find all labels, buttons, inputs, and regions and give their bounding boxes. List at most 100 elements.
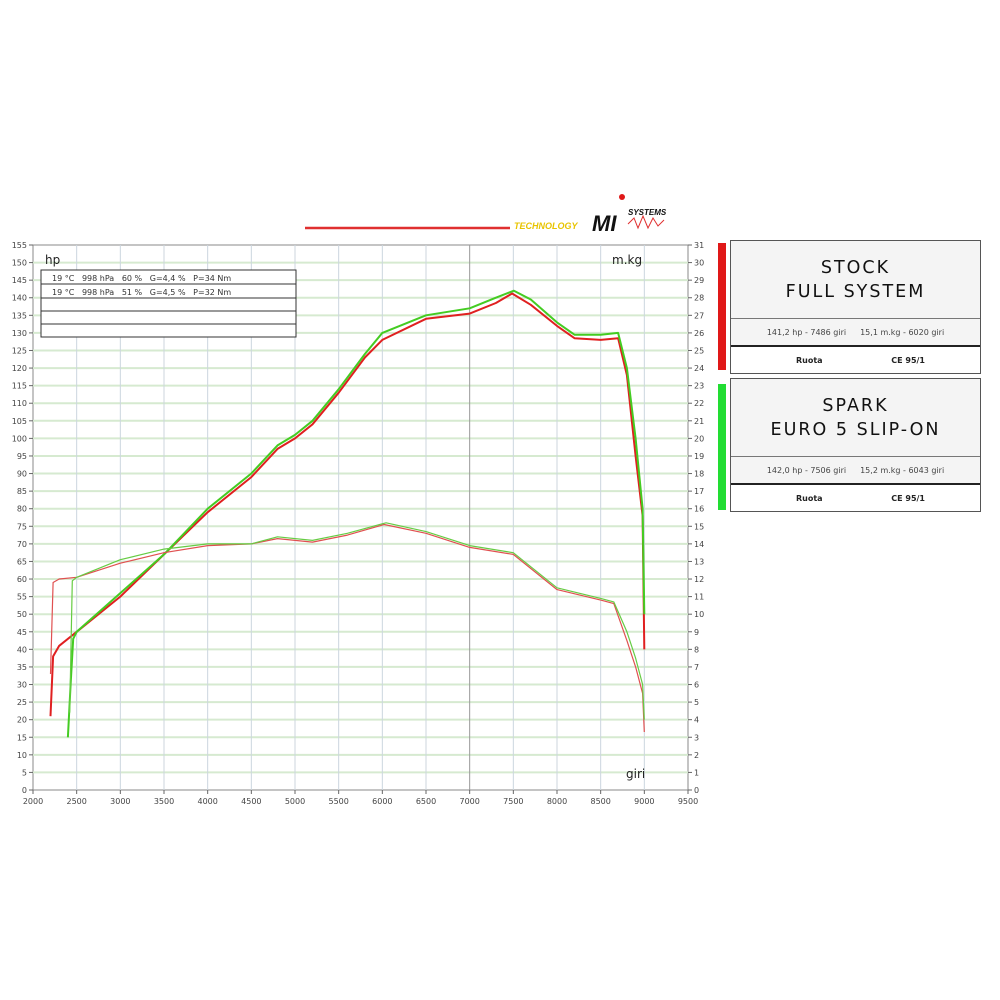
y-right-tick-label: 12 [694, 575, 704, 584]
y-left-tick-label: 30 [17, 681, 27, 690]
y-left-tick-label: 90 [17, 470, 27, 479]
y-right-tick-label: 18 [694, 470, 704, 479]
y-left-tick-label: 125 [12, 346, 27, 355]
legend-title: SPARK EURO 5 SLIP-ON [731, 379, 980, 457]
measure-mode: Ruota [796, 355, 823, 365]
x-tick-label: 8000 [547, 797, 567, 806]
y-right-tick-label: 20 [694, 434, 704, 443]
conditions-table: 19 °C 998 hPa 60 % G=4,4 % P=34 Nm 19 °C… [40, 269, 297, 338]
y-left-tick-label: 65 [17, 557, 27, 566]
x-tick-label: 6000 [372, 797, 392, 806]
y-left-tick-label: 75 [17, 522, 27, 531]
y-left-tick-label: 95 [17, 452, 27, 461]
y-left-tick-label: 155 [12, 241, 27, 250]
y-right-tick-label: 8 [694, 645, 699, 654]
y-left-tick-label: 0 [22, 786, 27, 795]
y-left-tick-label: 140 [12, 294, 27, 303]
y-left-tick-label: 50 [17, 610, 27, 619]
y-left-tick-label: 10 [17, 751, 27, 760]
y-right-tick-label: 23 [694, 382, 704, 391]
legend-title-line1: SPARK [822, 395, 889, 416]
x-tick-label: 3000 [110, 797, 130, 806]
legend-stats: 141,2 hp - 7486 giri 15,1 m.kg - 6020 gi… [731, 319, 980, 347]
logo-dot [619, 194, 625, 200]
max-power: 142,0 hp - 7506 giri [766, 465, 847, 475]
y-left-label: hp [45, 253, 60, 267]
legend-color-bar-stock [718, 243, 726, 370]
y-left-tick-label: 130 [12, 329, 27, 338]
legend-title: STOCK FULL SYSTEM [731, 241, 980, 319]
y-right-tick-label: 4 [694, 716, 699, 725]
logo-mi: MI [592, 211, 617, 236]
x-tick-label: 4000 [197, 797, 217, 806]
y-left-tick-label: 25 [17, 698, 27, 707]
y-left-tick-label: 145 [12, 276, 27, 285]
logo: TECHNOLOGY MI SYSTEMS [305, 194, 667, 236]
y-right-tick-label: 22 [694, 399, 704, 408]
legend-color-bar-spark [718, 384, 726, 510]
y-left-tick-label: 120 [12, 364, 27, 373]
y-right-tick-label: 14 [694, 540, 704, 549]
y-right-tick-label: 13 [694, 557, 704, 566]
y-left-tick-label: 70 [17, 540, 27, 549]
y-left-tick-label: 55 [17, 593, 27, 602]
y-right-tick-label: 27 [694, 311, 704, 320]
y-right-tick-label: 28 [694, 294, 704, 303]
y-left-tick-label: 40 [17, 645, 27, 654]
logo-wave [627, 214, 665, 230]
y-right-tick-label: 30 [694, 259, 704, 268]
correction-standard: CE 95/1 [891, 355, 925, 365]
y-right-tick-label: 29 [694, 276, 704, 285]
y-right-tick-label: 19 [694, 452, 704, 461]
y-left-tick-label: 100 [12, 434, 27, 443]
x-tick-label: 8500 [590, 797, 610, 806]
y-left-tick-label: 85 [17, 487, 27, 496]
conditions-row-2: 19 °C 998 hPa 51 % G=4,5 % P=32 Nm [52, 288, 231, 297]
y-left-tick-label: 35 [17, 663, 27, 672]
correction-standard: CE 95/1 [891, 493, 925, 503]
x-tick-label: 9500 [678, 797, 698, 806]
measure-mode: Ruota [796, 493, 823, 503]
legend-title-line2: EURO 5 SLIP-ON [770, 419, 941, 440]
axis-ticks: 0510152025303540455055606570758085909510… [12, 241, 704, 806]
x-tick-label: 9000 [634, 797, 654, 806]
y-left-tick-label: 45 [17, 628, 27, 637]
legend-footer: Ruota CE 95/1 [731, 485, 980, 511]
y-right-tick-label: 17 [694, 487, 704, 496]
y-right-tick-label: 31 [694, 241, 704, 250]
y-right-tick-label: 15 [694, 522, 704, 531]
y-right-tick-label: 9 [694, 628, 699, 637]
plot-area [32, 244, 689, 791]
max-torque: 15,1 m.kg - 6020 giri [860, 327, 945, 337]
x-tick-label: 5000 [285, 797, 305, 806]
curves [49, 289, 646, 738]
y-right-tick-label: 2 [694, 751, 699, 760]
y-right-tick-label: 10 [694, 610, 704, 619]
legend-panel-stock: STOCK FULL SYSTEM 141,2 hp - 7486 giri 1… [730, 240, 981, 374]
y-right-tick-label: 5 [694, 698, 699, 707]
y-right-tick-label: 26 [694, 329, 704, 338]
power-curve-spark [66, 289, 646, 738]
y-right-tick-label: 24 [694, 364, 704, 373]
legend-stats: 142,0 hp - 7506 giri 15,2 m.kg - 6043 gi… [731, 457, 980, 485]
legend-title-line1: STOCK [820, 257, 891, 278]
x-tick-label: 2000 [23, 797, 43, 806]
y-left-tick-label: 150 [12, 259, 27, 268]
max-power: 141,2 hp - 7486 giri [766, 327, 847, 337]
y-right-tick-label: 7 [694, 663, 699, 672]
x-tick-label: 6500 [416, 797, 436, 806]
y-left-tick-label: 5 [22, 768, 27, 777]
legend-panel-spark: SPARK EURO 5 SLIP-ON 142,0 hp - 7506 gir… [730, 378, 981, 512]
y-left-tick-label: 115 [12, 382, 27, 391]
conditions-row-1: 19 °C 998 hPa 60 % G=4,4 % P=34 Nm [52, 274, 231, 283]
y-left-tick-label: 110 [12, 399, 27, 408]
y-left-tick-label: 135 [12, 311, 27, 320]
x-tick-label: 4500 [241, 797, 261, 806]
y-left-tick-label: 20 [17, 716, 27, 725]
y-right-tick-label: 3 [694, 733, 699, 742]
y-left-tick-label: 105 [12, 417, 27, 426]
y-right-tick-label: 11 [694, 593, 704, 602]
y-right-tick-label: 0 [694, 786, 699, 795]
torque-curve-spark [69, 522, 645, 720]
